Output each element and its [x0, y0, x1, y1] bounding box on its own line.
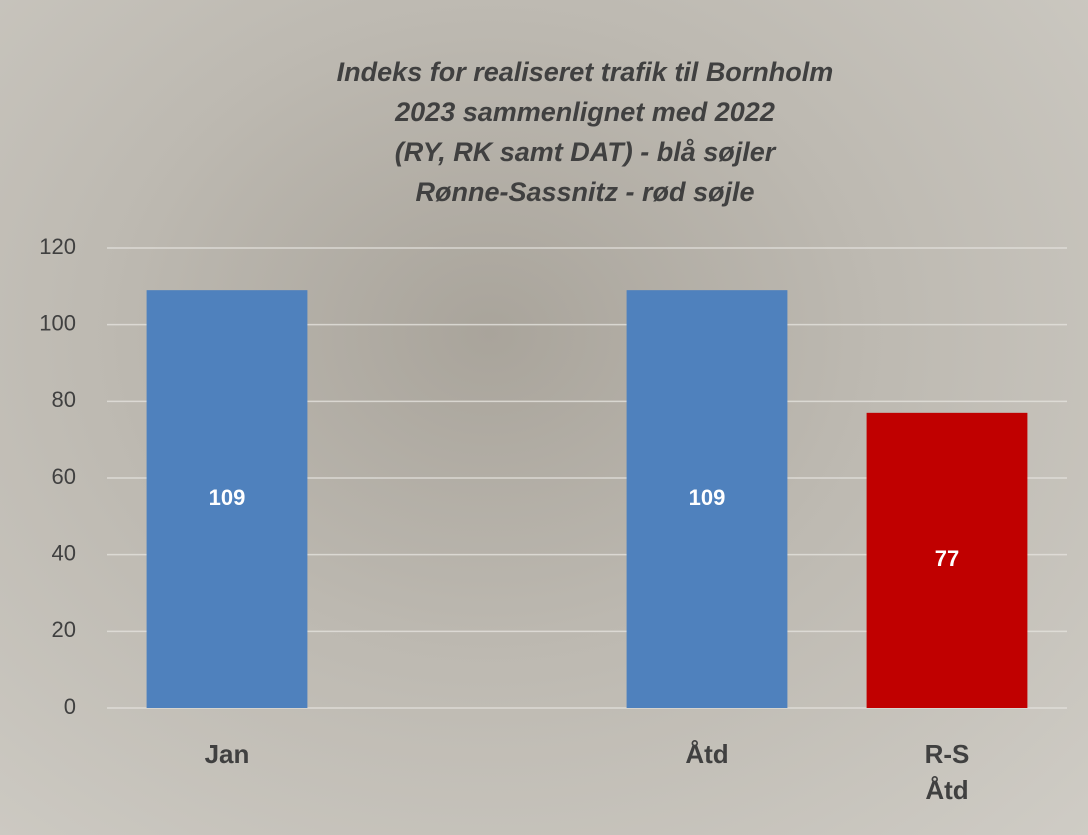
chart-svg: Indeks for realiseret trafik til Bornhol…: [0, 0, 1088, 835]
chart: Indeks for realiseret trafik til Bornhol…: [0, 0, 1088, 835]
y-tick-label: 100: [39, 310, 76, 335]
chart-title: Rønne-Sassnitz - rød søjle: [415, 177, 754, 207]
x-tick-label: Åtd: [672, 736, 742, 772]
chart-title: (RY, RK samt DAT) - blå søjler: [395, 137, 777, 167]
y-tick-label: 40: [52, 540, 76, 565]
value-label: 77: [935, 546, 959, 571]
chart-title: 2023 sammenlignet med 2022: [394, 97, 775, 127]
y-tick-label: 80: [52, 387, 76, 412]
x-tick-label: Jan: [192, 736, 262, 772]
value-label: 109: [689, 485, 726, 510]
y-tick-label: 20: [52, 617, 76, 642]
value-label: 109: [209, 485, 246, 510]
y-tick-label: 60: [52, 464, 76, 489]
x-tick-label: R-S Åtd: [912, 736, 982, 808]
y-tick-label: 0: [64, 694, 76, 719]
y-tick-label: 120: [39, 234, 76, 259]
chart-title: Indeks for realiseret trafik til Bornhol…: [337, 57, 834, 87]
